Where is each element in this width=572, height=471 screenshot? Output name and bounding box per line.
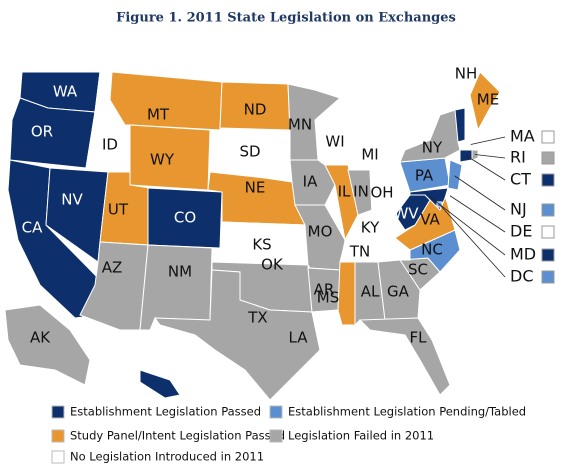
- state-label: WI: [325, 133, 344, 151]
- state-label: TX: [247, 309, 267, 327]
- legend: Establishment Legislation Passed Study Pa…: [51, 405, 526, 464]
- leader-line: [454, 175, 506, 211]
- state-label: LA: [289, 329, 309, 347]
- state-label: MO: [308, 223, 333, 241]
- leader-line: [449, 195, 506, 233]
- state-label: CT: [510, 170, 531, 189]
- state-label: MI: [361, 146, 378, 164]
- legend-label: Establishment Legislation Passed: [70, 405, 261, 419]
- legend-label: Legislation Failed in 2011: [288, 429, 434, 443]
- legend-swatch: [269, 405, 283, 419]
- state-label: WV: [393, 205, 419, 223]
- state-label: PA: [415, 167, 434, 185]
- state-label: CA: [22, 219, 43, 237]
- state-label: SC: [408, 261, 428, 279]
- state-label: MS: [317, 289, 339, 307]
- state: [311, 309, 356, 366]
- state-label: UT: [108, 201, 129, 219]
- state-label: ND: [244, 101, 267, 119]
- state-label: IL: [338, 183, 351, 201]
- state-label: WY: [150, 151, 175, 169]
- state-label: NM: [168, 263, 192, 281]
- state: [154, 269, 321, 401]
- state-label: NV: [61, 191, 83, 209]
- state-label: DC: [510, 267, 534, 286]
- state: [469, 71, 501, 132]
- state: [4, 304, 91, 386]
- state-label: RI: [510, 148, 526, 167]
- states: [4, 71, 501, 401]
- state-label: ME: [477, 91, 499, 109]
- leader-line: [474, 154, 506, 159]
- legend-label: No Legislation Introduced in 2011: [70, 450, 264, 464]
- state-label: NJ: [510, 200, 527, 219]
- state-swatch: [541, 130, 555, 144]
- state-labels: WA OR CA NV ID MT WY UT AZ CO NM ND SD NE KS OK TX MN IA MO…: [22, 65, 555, 404]
- state-swatch: [541, 173, 555, 187]
- legend-label: Study Panel/Intent Legislation Passed: [70, 429, 285, 443]
- state: [358, 317, 451, 396]
- state-label: CO: [174, 209, 196, 227]
- state: [337, 261, 356, 326]
- state-label: MA: [510, 127, 535, 146]
- legend-swatch: [51, 450, 65, 464]
- state-label: VA: [420, 211, 440, 229]
- state-label: NC: [421, 241, 443, 259]
- state-label: IN: [353, 183, 369, 201]
- leader-line: [470, 136, 506, 145]
- state-label: WA: [53, 83, 78, 101]
- state: [459, 149, 473, 163]
- state: [447, 159, 463, 191]
- state-swatch: [541, 151, 555, 165]
- state-label: OK: [261, 256, 284, 274]
- state-label: AL: [361, 283, 380, 301]
- state-label: FL: [410, 329, 428, 347]
- state-swatch: [541, 203, 555, 217]
- legend-label: Establishment Legislation Pending/Tabled: [288, 405, 526, 419]
- state-swatch: [541, 248, 555, 262]
- state-label: HI: [122, 386, 138, 404]
- leader-line: [465, 155, 506, 181]
- state: [344, 99, 391, 171]
- state-label: GA: [387, 283, 410, 301]
- state-label: NY: [422, 139, 443, 157]
- state-swatch: [541, 270, 555, 284]
- state-label: VT: [448, 91, 468, 109]
- state-label: OR: [31, 123, 53, 141]
- state-label: SD: [239, 143, 260, 161]
- state: [147, 187, 223, 249]
- state-label: MN: [288, 116, 312, 134]
- state-label: TN: [349, 243, 370, 261]
- legend-swatch: [51, 405, 65, 419]
- leader-line: [429, 196, 506, 256]
- state-label: KS: [252, 236, 271, 254]
- state: [139, 244, 213, 331]
- state-label: NE: [245, 179, 266, 197]
- state-label: AK: [30, 329, 51, 347]
- state: [139, 369, 181, 399]
- state-label: AZ: [102, 259, 123, 277]
- legend-swatch: [269, 429, 283, 443]
- state-label: AR: [314, 281, 335, 299]
- state-label: NH: [455, 65, 478, 83]
- leader-line: [439, 204, 506, 278]
- legend-swatch: [51, 429, 65, 443]
- state: [399, 229, 461, 273]
- state-label: KY: [361, 219, 380, 237]
- state-label: MT: [147, 106, 170, 124]
- state-swatch: [541, 225, 555, 239]
- map-title: Figure 1. 2011 State Legislation on Exch…: [116, 11, 456, 26]
- state-label: ID: [102, 136, 118, 154]
- state-label: IA: [303, 173, 318, 191]
- state-label: OH: [370, 184, 393, 202]
- state-label: DE: [510, 222, 532, 241]
- state: [287, 83, 341, 161]
- state-label: MD: [510, 245, 536, 264]
